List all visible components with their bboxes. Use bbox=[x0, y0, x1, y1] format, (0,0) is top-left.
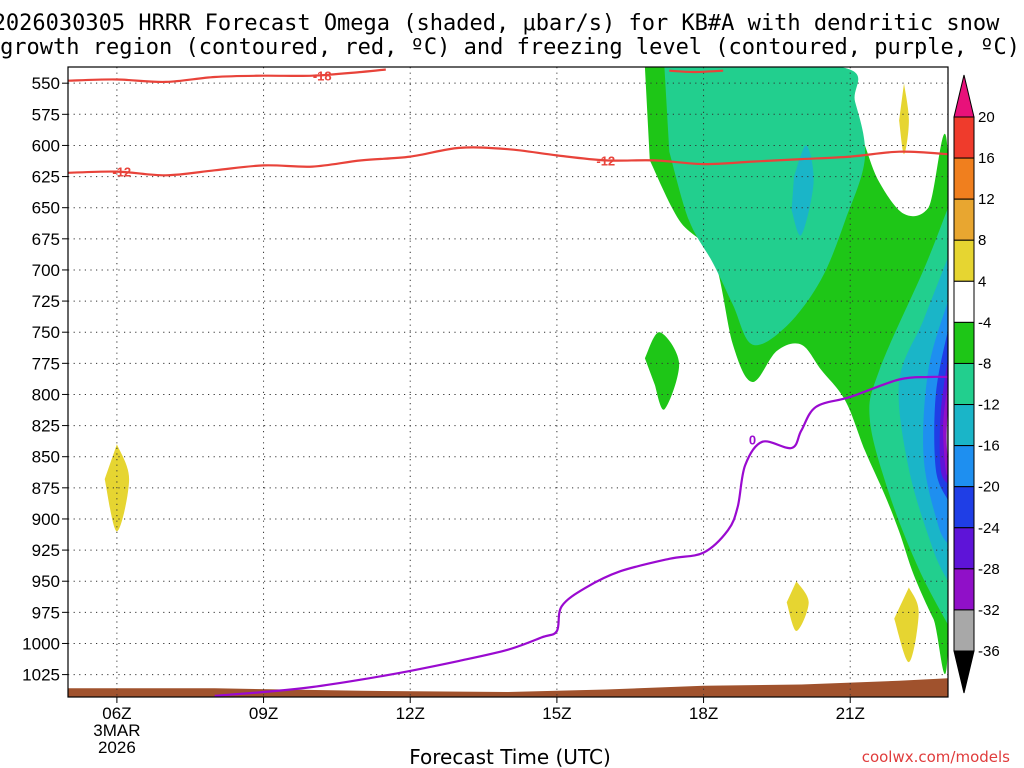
ytick-label-675: 675 bbox=[32, 230, 60, 249]
ytick-label-650: 650 bbox=[32, 199, 60, 218]
ytick-label-900: 900 bbox=[32, 510, 60, 529]
ytick-label-1025: 1025 bbox=[22, 666, 60, 685]
xtick-date: 3MAR bbox=[93, 721, 140, 740]
colorbar-swatch-11 bbox=[953, 568, 975, 611]
omega-region-1 bbox=[664, 67, 866, 346]
colorbar-top-arrow bbox=[953, 74, 975, 118]
credit-link[interactable]: coolwx.com/models bbox=[862, 748, 1010, 766]
contour-label-3: 0 bbox=[749, 432, 756, 447]
grid-lines bbox=[68, 67, 948, 697]
ytick-label-800: 800 bbox=[32, 385, 60, 404]
colorbar-swatch-1 bbox=[953, 157, 975, 200]
omega-region-8 bbox=[943, 382, 948, 476]
ytick-label-950: 950 bbox=[32, 572, 60, 591]
ytick-label-1000: 1000 bbox=[22, 634, 60, 653]
colorbar-bottom-arrow bbox=[953, 650, 975, 694]
chart-subtitle: growth region (contoured, red, ºC) and f… bbox=[0, 35, 1020, 60]
colorbar-label-6: -8 bbox=[978, 355, 991, 372]
omega-region-10 bbox=[644, 332, 680, 410]
colorbar-label-3: 8 bbox=[978, 232, 986, 249]
contour-line-3 bbox=[214, 375, 948, 697]
colorbar-label-2: 12 bbox=[978, 191, 995, 208]
colorbar-label-7: -12 bbox=[978, 397, 1000, 414]
ytick-label-875: 875 bbox=[32, 479, 60, 498]
colorbar-swatch-7 bbox=[953, 404, 975, 447]
contour-label-2: -12 bbox=[596, 153, 615, 168]
contour-line-2 bbox=[68, 146, 948, 177]
omega-region-13 bbox=[894, 587, 919, 663]
colorbar-swatch-2 bbox=[953, 198, 975, 241]
contour-line-1 bbox=[669, 69, 724, 74]
colorbar-swatch-10 bbox=[953, 527, 975, 570]
colorbar-swatch-0 bbox=[953, 116, 975, 159]
omega-region-12 bbox=[786, 581, 809, 631]
ytick-label-925: 925 bbox=[32, 541, 60, 560]
omega-shading bbox=[104, 67, 948, 675]
ytick-label-975: 975 bbox=[32, 603, 60, 622]
colorbar-swatch-5 bbox=[953, 321, 975, 364]
ytick-label-625: 625 bbox=[32, 168, 60, 187]
ytick-label-700: 700 bbox=[32, 261, 60, 280]
colorbar-label-8: -16 bbox=[978, 438, 1000, 455]
colorbar-label-1: 16 bbox=[978, 150, 995, 167]
colorbar-swatch-6 bbox=[953, 362, 975, 406]
omega-region-14 bbox=[899, 83, 909, 155]
omega-region-2 bbox=[791, 145, 814, 236]
ytick-label-575: 575 bbox=[32, 105, 60, 124]
colorbar-label-13: -36 bbox=[978, 643, 1000, 660]
ytick-label-750: 750 bbox=[32, 323, 60, 342]
xtick-label-15: 15Z bbox=[542, 704, 571, 723]
omega-colorbar: 20 16 12 8 4 -4 -8 -12 -16 -20 -24 -28 -32 -36 bbox=[953, 74, 1000, 694]
xtick-label-12: 12Z bbox=[396, 704, 425, 723]
colorbar-swatch-9 bbox=[953, 486, 975, 529]
ytick-label-850: 850 bbox=[32, 448, 60, 467]
colorbar-label-10: -24 bbox=[978, 520, 1000, 537]
colorbar-swatch-4 bbox=[953, 280, 975, 323]
colorbar-label-12: -32 bbox=[978, 602, 1000, 619]
ytick-label-825: 825 bbox=[32, 417, 60, 436]
x-axis-label: Forecast Time (UTC) bbox=[409, 745, 611, 768]
contour-label-1: -12 bbox=[112, 165, 131, 180]
colorbar-label-0: 20 bbox=[978, 109, 995, 126]
ytick-label-725: 725 bbox=[32, 292, 60, 311]
xtick-label-18: 18Z bbox=[689, 704, 718, 723]
xtick-label-9: 09Z bbox=[249, 704, 278, 723]
xtick-label-6: 06Z bbox=[102, 704, 131, 723]
terrain-layer bbox=[68, 678, 948, 697]
ytick-label-775: 775 bbox=[32, 354, 60, 373]
colorbar-label-4: 4 bbox=[978, 273, 986, 290]
chart-title: 2026030305 HRRR Forecast Omega (shaded, … bbox=[0, 11, 1000, 36]
colorbar-swatch-8 bbox=[953, 445, 975, 488]
xtick-year: 2026 bbox=[98, 738, 136, 757]
colorbar-label-11: -28 bbox=[978, 561, 1000, 578]
plot-frame bbox=[67, 66, 949, 698]
pressure-axis: 550 575 600 625 650 675 700 725 750 775 800 825 850 8… bbox=[22, 74, 68, 685]
contour-label-0: -18 bbox=[313, 69, 332, 84]
colorbar-label-5: -4 bbox=[978, 314, 991, 331]
contour-lines: -18 -12 -12 0 bbox=[68, 68, 948, 697]
ytick-label-550: 550 bbox=[32, 74, 60, 93]
xtick-label-21: 21Z bbox=[836, 704, 865, 723]
contour-line-0 bbox=[68, 68, 386, 84]
colorbar-swatch-12 bbox=[953, 609, 975, 652]
terrain-fill bbox=[68, 678, 948, 697]
ytick-label-600: 600 bbox=[32, 136, 60, 155]
colorbar-label-9: -20 bbox=[978, 479, 1000, 496]
colorbar-swatch-3 bbox=[953, 239, 975, 282]
